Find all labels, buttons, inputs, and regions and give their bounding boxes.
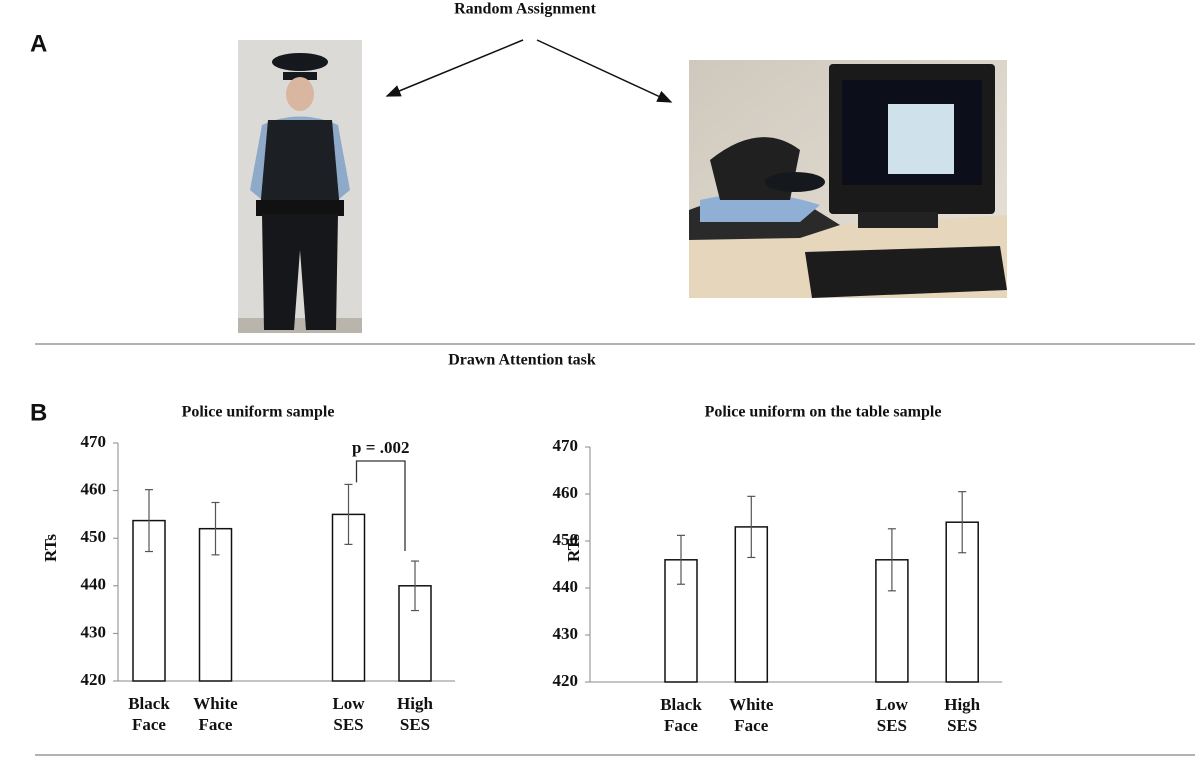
x-tick-label: High <box>397 694 433 713</box>
x-tick-label: SES <box>947 716 977 735</box>
error-bar <box>145 489 153 553</box>
uniform-photo <box>238 40 362 333</box>
assignment-title: Random Assignment <box>454 1 596 18</box>
error-bar <box>344 483 353 545</box>
y-tick-label: 440 <box>553 577 579 596</box>
x-tick-label: Black <box>660 695 702 714</box>
x-tick-label: Low <box>876 695 909 714</box>
x-tick-label: Face <box>132 715 166 734</box>
annotation: p = .002 <box>352 438 409 457</box>
error-bar <box>887 528 896 592</box>
table-photo <box>689 60 1007 298</box>
x-tick-label: SES <box>333 715 363 734</box>
chart-title: Police uniform sample <box>182 404 335 421</box>
error-bar <box>747 495 756 559</box>
error-bar <box>677 534 685 585</box>
y-axis-label: RTs <box>564 534 583 562</box>
arrow <box>536 39 673 103</box>
error-bar <box>211 501 220 556</box>
y-tick-label: 440 <box>81 575 107 594</box>
y-tick-label: 450 <box>553 530 579 549</box>
task-title: Drawn Attention task <box>448 352 596 369</box>
y-axis-label: RTs <box>41 534 60 562</box>
x-tick-label: White <box>729 695 774 714</box>
x-tick-label: Face <box>734 716 768 735</box>
x-tick-label: Black <box>128 694 170 713</box>
arrow <box>385 39 524 97</box>
x-tick-label: SES <box>400 715 430 734</box>
x-tick-label: SES <box>877 716 907 735</box>
y-tick-label: 470 <box>81 432 107 451</box>
y-tick-label: 450 <box>81 527 107 546</box>
x-tick-label: Low <box>332 694 365 713</box>
x-tick-label: White <box>193 694 238 713</box>
error-bar <box>958 491 967 554</box>
x-tick-label: Face <box>664 716 698 735</box>
x-tick-label: Face <box>199 715 233 734</box>
panel-label: A <box>30 30 47 57</box>
y-tick-label: 420 <box>81 670 107 689</box>
y-tick-label: 430 <box>553 624 579 643</box>
y-tick-label: 460 <box>553 483 579 502</box>
significance-bracket <box>355 460 406 551</box>
y-tick-label: 420 <box>553 671 579 690</box>
y-tick-label: 460 <box>81 480 107 499</box>
error-bar <box>411 560 419 612</box>
y-tick-label: 470 <box>553 436 579 455</box>
panel-label: B <box>30 399 47 426</box>
chart-title: Police uniform on the table sample <box>705 404 942 421</box>
x-tick-label: High <box>944 695 980 714</box>
y-tick-label: 430 <box>81 622 107 641</box>
